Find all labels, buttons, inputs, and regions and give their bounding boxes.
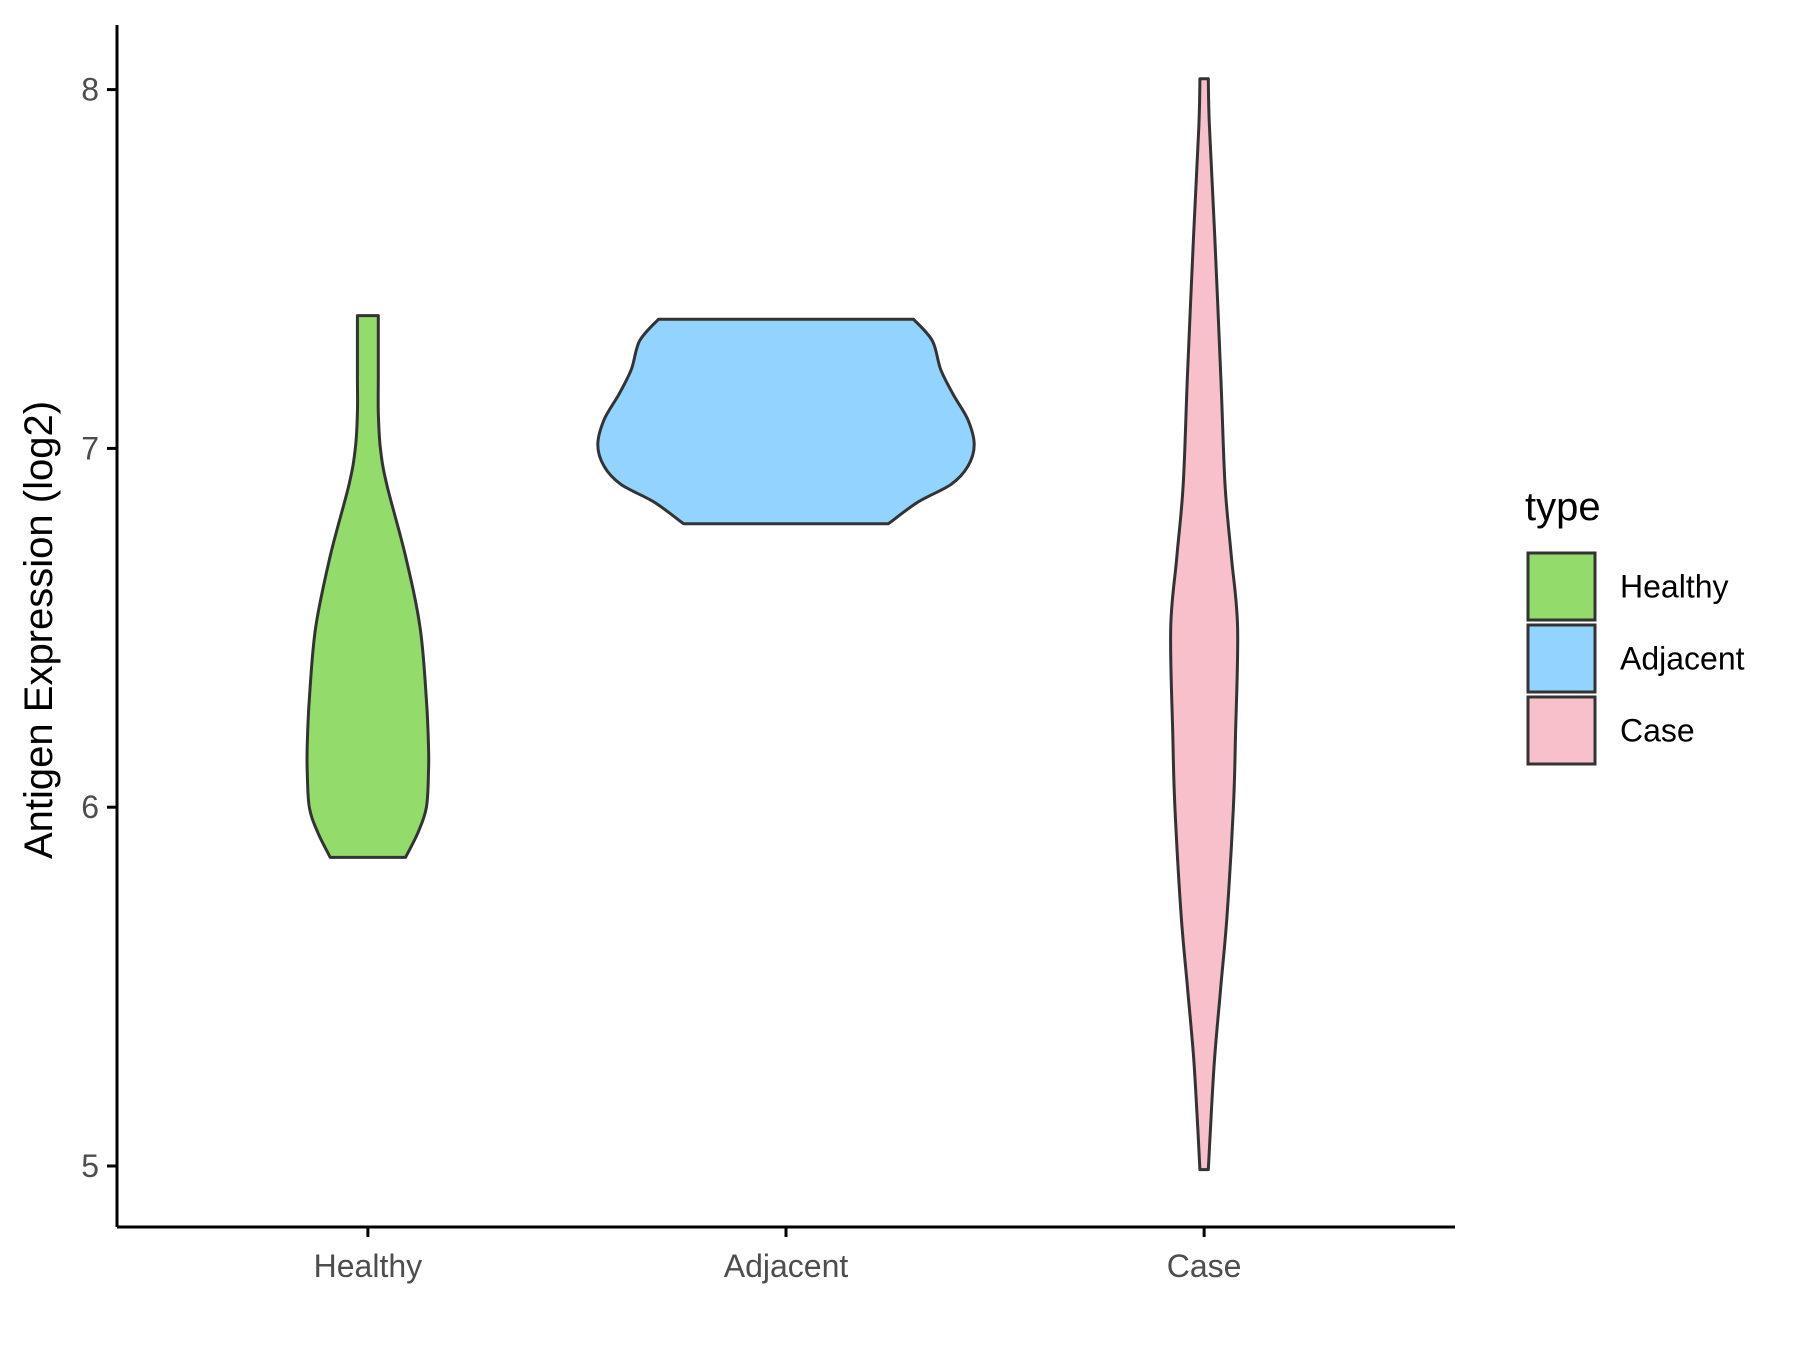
y-tick-label: 8 [81,72,99,108]
y-axis-title: Antigen Expression (log2) [17,401,61,859]
legend-key-case [1526,695,1597,766]
legend-key-adjacent [1526,623,1597,694]
violin-adjacent [596,317,976,526]
legend-key-healthy [1526,551,1597,622]
legend-label: Case [1620,713,1695,749]
y-tick-label: 7 [81,430,99,466]
legend-label: Adjacent [1620,641,1745,677]
axes: Antigen Expression (log2) 5 6 7 8 Healthy Adj… [17,25,1455,1284]
plot-area [305,77,1240,1172]
legend-label: Healthy [1620,569,1729,605]
legend: type Healthy Adjacent Case [1525,485,1745,766]
y-tick-label: 6 [81,789,99,825]
x-tick-label: Case [1167,1248,1242,1284]
y-tick-label: 5 [81,1148,99,1184]
x-tick-label: Adjacent [724,1248,849,1284]
violin-healthy [305,314,431,859]
violin-case [1169,77,1240,1172]
x-tick-label: Healthy [314,1248,423,1284]
legend-title: type [1525,485,1601,529]
